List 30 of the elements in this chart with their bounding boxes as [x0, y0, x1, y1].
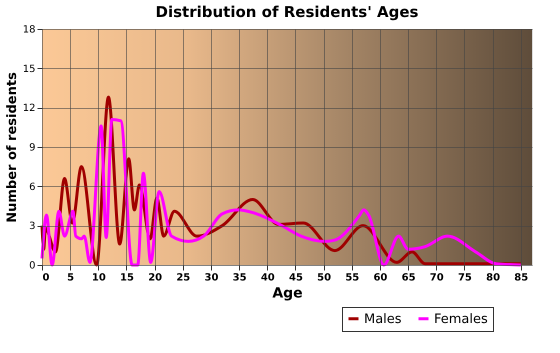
legend-label: Females — [434, 312, 488, 327]
x-tick-label: 60 — [373, 272, 388, 284]
x-tick-label: 85 — [514, 272, 528, 284]
x-tick-label: 10 — [92, 272, 106, 284]
x-tick-label: 45 — [288, 272, 303, 284]
x-axis-title: Age — [272, 286, 303, 302]
x-tick-label: 55 — [345, 272, 360, 284]
x-tick-label: 25 — [176, 272, 190, 284]
x-tick-label: 5 — [67, 272, 74, 284]
y-tick-label: 18 — [22, 24, 36, 36]
legend-label: Males — [364, 312, 402, 327]
y-axis-title: Number of residents — [4, 72, 20, 223]
x-tick-label: 40 — [260, 272, 275, 284]
x-tick-label: 20 — [148, 272, 162, 284]
x-tick-label: 30 — [204, 272, 218, 284]
x-tick-label: 75 — [458, 272, 472, 284]
chart-title: Distribution of Residents' Ages — [156, 3, 419, 21]
y-tick-label: 9 — [29, 142, 36, 154]
y-tick-label: 12 — [22, 103, 36, 114]
x-tick-label: 15 — [120, 272, 134, 284]
y-tick-label: 0 — [29, 260, 36, 272]
x-tick-label: 50 — [317, 272, 332, 284]
x-tick-label: 80 — [486, 272, 500, 284]
x-tick-label: 35 — [232, 272, 247, 284]
y-tick-label: 15 — [22, 64, 36, 75]
x-tick-label: 65 — [402, 272, 416, 284]
y-tick-label: 3 — [29, 221, 36, 232]
y-tick-label: 6 — [29, 182, 36, 193]
x-tick-label: 70 — [430, 272, 444, 284]
x-tick-label: 0 — [42, 272, 50, 284]
